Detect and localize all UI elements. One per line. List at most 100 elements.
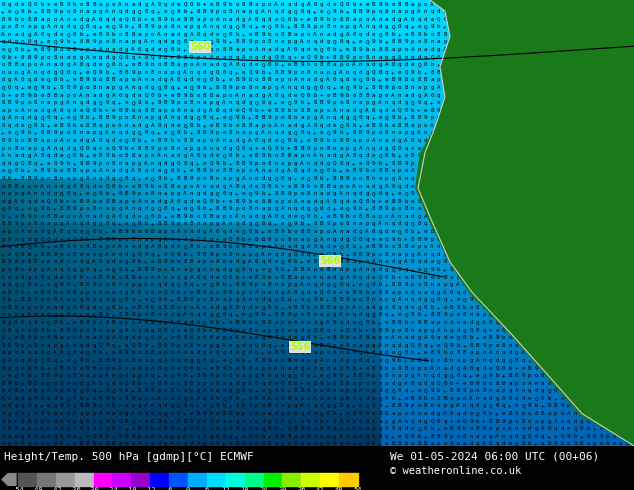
Text: +: + <box>197 282 200 287</box>
Text: b: b <box>313 335 317 340</box>
Text: a: a <box>579 169 583 173</box>
Text: 9: 9 <box>1 418 4 424</box>
Text: 0: 0 <box>567 138 570 143</box>
Text: b: b <box>605 381 609 386</box>
Text: a: a <box>541 138 544 143</box>
Text: Q: Q <box>612 93 616 98</box>
Text: e: e <box>171 93 174 98</box>
Text: e: e <box>333 1 336 6</box>
Text: o: o <box>1 305 4 310</box>
Text: g: g <box>112 418 115 424</box>
Text: Q: Q <box>320 411 323 416</box>
Text: b: b <box>469 93 473 98</box>
Text: a: a <box>476 313 479 318</box>
Text: Q: Q <box>145 214 148 219</box>
Text: o: o <box>261 282 265 287</box>
Text: d: d <box>593 252 596 257</box>
Text: A: A <box>359 146 362 150</box>
Text: A: A <box>456 403 460 409</box>
Text: B: B <box>209 93 213 98</box>
Text: d: d <box>8 161 11 166</box>
Text: o: o <box>579 244 583 249</box>
Text: e: e <box>53 1 57 6</box>
Text: q: q <box>301 411 304 416</box>
Text: B: B <box>391 320 395 325</box>
Text: q: q <box>573 381 577 386</box>
Text: b: b <box>353 1 356 6</box>
Text: g: g <box>469 237 473 242</box>
Text: +: + <box>53 206 57 211</box>
Text: p: p <box>216 252 219 257</box>
Text: b: b <box>593 146 596 150</box>
Text: n: n <box>527 418 531 424</box>
Text: +: + <box>619 100 622 105</box>
Text: a: a <box>437 403 440 409</box>
Text: e: e <box>353 441 356 446</box>
Text: g: g <box>411 9 414 14</box>
Text: n: n <box>301 320 304 325</box>
Text: Q: Q <box>79 24 83 29</box>
Text: p: p <box>223 214 226 219</box>
Text: A: A <box>495 70 499 75</box>
Text: 0: 0 <box>631 328 634 333</box>
Text: A: A <box>112 93 115 98</box>
Text: 9: 9 <box>476 259 479 265</box>
Text: 8: 8 <box>294 24 297 29</box>
Text: a: a <box>508 17 512 22</box>
Text: 9: 9 <box>404 282 408 287</box>
Text: d: d <box>27 358 31 363</box>
Text: d: d <box>313 199 317 204</box>
Text: A: A <box>456 40 460 45</box>
Text: +: + <box>625 9 629 14</box>
Text: n: n <box>197 221 200 226</box>
Text: e: e <box>553 313 557 318</box>
Text: o: o <box>495 100 499 105</box>
Text: 8: 8 <box>190 221 193 226</box>
Text: A: A <box>268 335 271 340</box>
Text: Q: Q <box>177 282 180 287</box>
Text: o: o <box>573 161 577 166</box>
Text: a: a <box>275 320 278 325</box>
Text: p: p <box>14 70 18 75</box>
Text: g: g <box>346 115 349 120</box>
Text: b: b <box>301 221 304 226</box>
Text: B: B <box>365 214 369 219</box>
Text: 9: 9 <box>209 252 213 257</box>
Text: a: a <box>593 40 596 45</box>
Text: B: B <box>242 40 245 45</box>
Text: o: o <box>203 176 206 181</box>
Text: n: n <box>599 85 603 90</box>
Text: q: q <box>625 161 629 166</box>
Text: p: p <box>482 191 486 196</box>
Text: e: e <box>333 244 336 249</box>
Text: q: q <box>411 176 414 181</box>
Text: g: g <box>605 282 609 287</box>
Text: +: + <box>482 54 486 60</box>
Text: p: p <box>197 418 200 424</box>
Text: e: e <box>21 123 24 128</box>
Text: +: + <box>119 343 122 348</box>
Text: b: b <box>21 47 24 52</box>
Text: a: a <box>456 358 460 363</box>
Text: n: n <box>268 130 271 135</box>
Text: B: B <box>424 441 427 446</box>
Text: 8: 8 <box>424 282 427 287</box>
Text: e: e <box>93 153 96 158</box>
Text: g: g <box>313 358 317 363</box>
Text: g: g <box>515 350 518 355</box>
Text: o: o <box>573 40 577 45</box>
Text: b: b <box>573 434 577 439</box>
Text: 0: 0 <box>450 47 453 52</box>
Text: e: e <box>60 32 63 37</box>
Text: 9: 9 <box>151 24 154 29</box>
Text: +: + <box>275 221 278 226</box>
Text: g: g <box>534 184 538 189</box>
Text: Q: Q <box>157 206 161 211</box>
Text: q: q <box>560 146 564 150</box>
Text: q: q <box>164 366 167 370</box>
Text: +: + <box>605 418 609 424</box>
Text: o: o <box>8 146 11 150</box>
Text: p: p <box>320 229 323 234</box>
Text: Q: Q <box>268 146 271 150</box>
Text: Q: Q <box>8 47 11 52</box>
